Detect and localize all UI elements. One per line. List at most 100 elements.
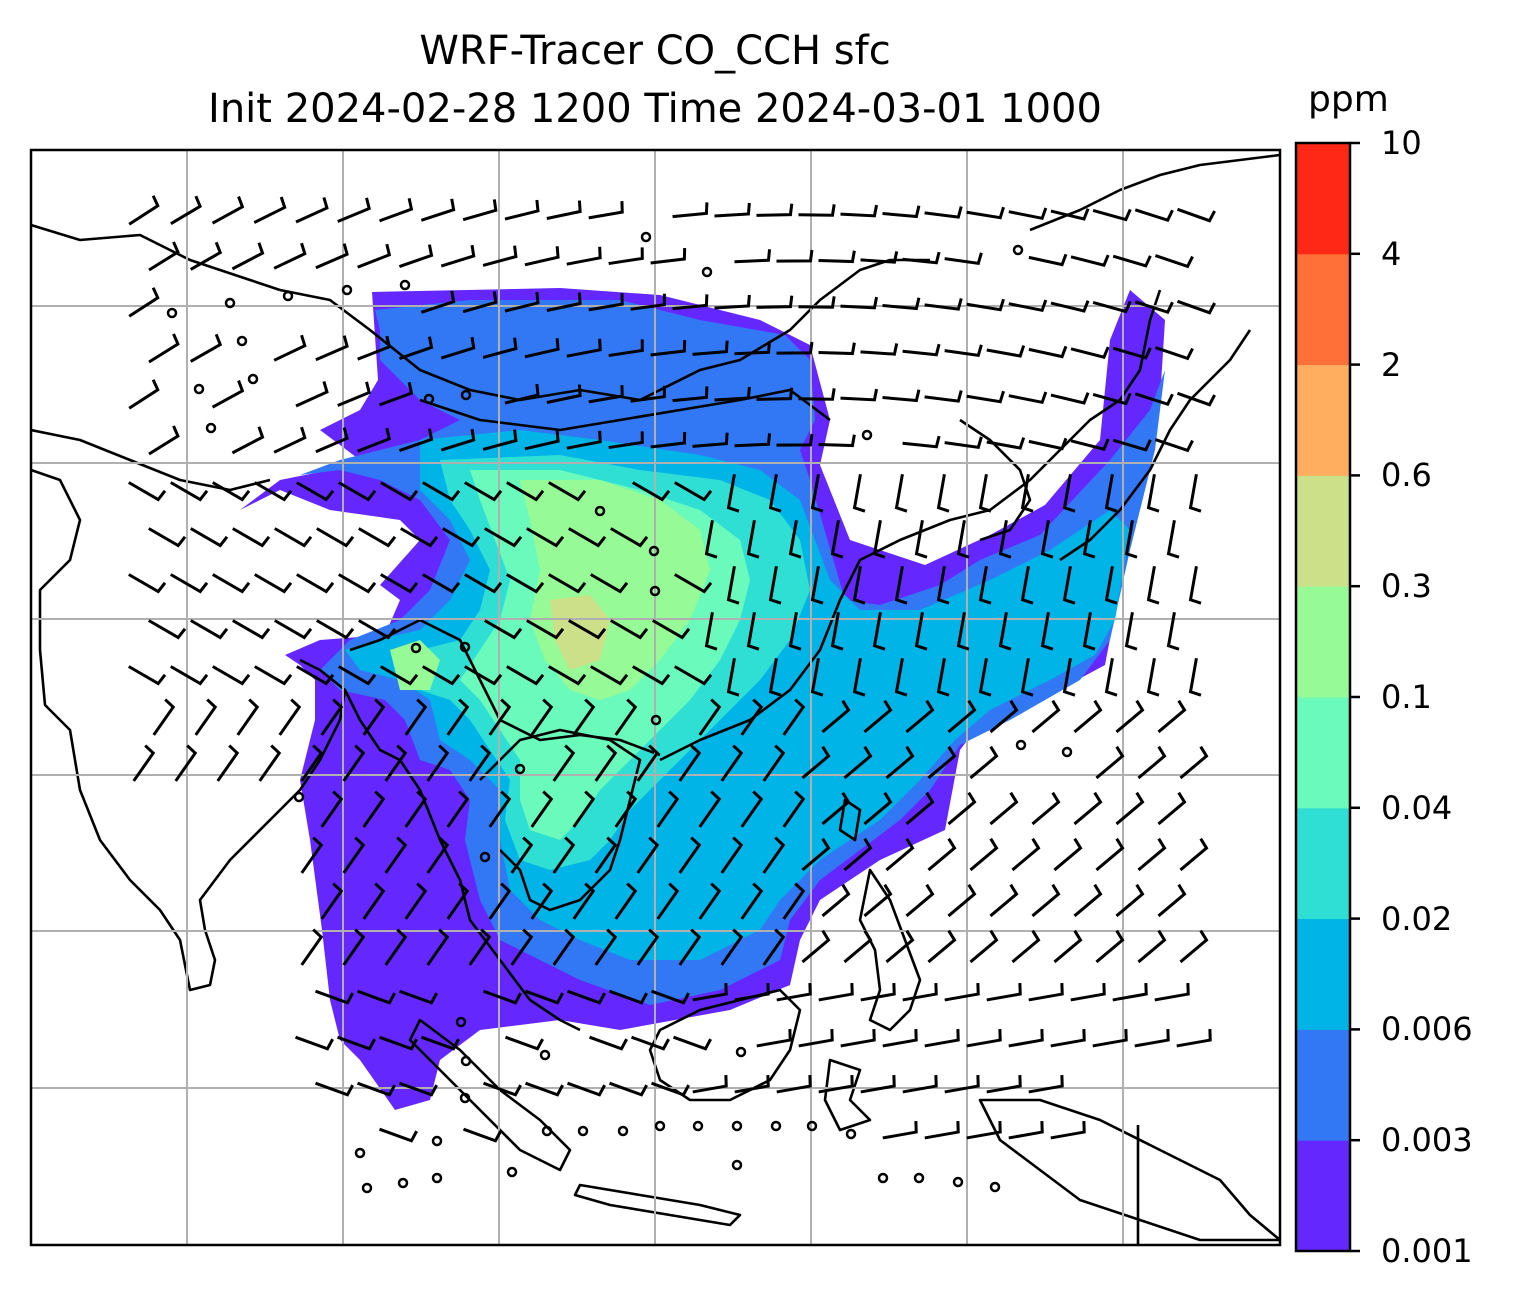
wind-barb [714, 294, 751, 310]
wind-barb [818, 434, 856, 448]
coastline-sulawesi [823, 1058, 872, 1132]
wind-barb [128, 665, 167, 686]
calm-wind-marker [1012, 244, 1024, 256]
wind-barb [170, 481, 209, 502]
wind-barb [273, 242, 307, 270]
wind-barb [510, 928, 534, 966]
coastline-borneo [648, 988, 802, 1102]
coastlines [31, 153, 1280, 1245]
wind-barb [1092, 300, 1132, 314]
wind-barb [863, 791, 893, 826]
calm-wind-marker [845, 1128, 857, 1140]
wind-barb [956, 611, 970, 651]
wind-barb [174, 744, 198, 782]
wind-barb [885, 745, 915, 780]
wind-barb [442, 527, 481, 548]
calm-wind-marker [1015, 739, 1027, 751]
wind-barb [254, 665, 293, 686]
wind-barb [1092, 1029, 1128, 1048]
calm-wind-marker [205, 422, 217, 434]
calm-wind-marker [701, 266, 713, 278]
wind-barb [253, 196, 287, 224]
wind-barb [440, 244, 476, 268]
wind-barb [678, 928, 702, 966]
wind-barb [894, 473, 908, 513]
wind-barb [1134, 208, 1174, 222]
wind-barb [776, 1075, 812, 1094]
wind-barb [462, 291, 498, 314]
wind-barb [1028, 1075, 1064, 1094]
calm-wind-marker [459, 1092, 471, 1104]
wind-barb [506, 665, 545, 686]
wind-barb [914, 519, 928, 559]
wind-barb [986, 437, 1026, 450]
wind-barb [608, 431, 644, 450]
wind-barb [524, 338, 560, 359]
wind-barbs [128, 195, 1216, 1194]
wind-barb [818, 342, 856, 356]
border-central-asia [31, 223, 281, 492]
wind-barb [936, 565, 950, 605]
wind-barb [902, 435, 941, 449]
wind-barb [190, 619, 229, 640]
calm-wind-marker [247, 373, 259, 385]
wind-barb [588, 201, 624, 220]
wind-barb [546, 384, 582, 404]
wind-barb [1020, 565, 1034, 605]
wind-barb [714, 202, 751, 218]
wind-barb [798, 1029, 834, 1048]
coastline-sumatra [408, 1018, 572, 1172]
wind-barb [966, 1029, 1002, 1048]
wind-barb [782, 698, 806, 736]
wind-barb [674, 481, 713, 502]
wind-barb [1112, 346, 1152, 360]
wind-barb [674, 573, 713, 594]
wind-barb [1011, 929, 1041, 964]
calm-wind-marker [460, 389, 472, 401]
wind-barb [882, 205, 921, 219]
calm-wind-marker [877, 1172, 889, 1184]
calm-wind-marker [692, 1120, 704, 1132]
wind-barb [821, 791, 851, 826]
wind-barb [1176, 1029, 1212, 1048]
wind-barb [314, 989, 354, 1005]
wind-barb [914, 611, 928, 651]
wind-barb [552, 928, 576, 966]
wind-barb [552, 744, 576, 782]
wind-barb [720, 928, 744, 966]
wind-barb [1176, 391, 1216, 407]
wind-barb [756, 295, 794, 309]
wind-barb [446, 698, 470, 736]
wind-barb [1095, 929, 1125, 964]
wind-barb [882, 1029, 918, 1048]
wind-barb [566, 1081, 606, 1097]
wind-barb [273, 426, 307, 454]
calm-wind-marker [341, 284, 353, 296]
colorbar-unit-label: ppm [1308, 79, 1389, 120]
wind-barb [652, 619, 691, 640]
wind-barb [358, 527, 397, 548]
wind-barb [462, 1127, 502, 1143]
wind-barb [927, 929, 957, 964]
wind-barb [936, 657, 950, 697]
wind-barb [788, 519, 802, 559]
wind-barb [821, 699, 851, 734]
wind-barb [614, 882, 638, 920]
wind-barb [843, 929, 873, 964]
wind-barb [656, 882, 680, 920]
wind-barb [678, 744, 702, 782]
wind-barb [969, 837, 999, 872]
wind-barb [504, 383, 540, 405]
wind-barb [734, 249, 772, 264]
wind-barb [422, 573, 461, 594]
wind-barb [863, 883, 893, 918]
wind-barb [426, 744, 450, 782]
wind-barb [236, 698, 260, 736]
wind-barb [1008, 1121, 1044, 1140]
wind-barb [128, 195, 160, 226]
calm-wind-marker [455, 1016, 467, 1028]
wind-barb [384, 744, 408, 782]
colorbar-segment [1296, 918, 1350, 1030]
wind-barb [698, 882, 722, 920]
wind-barb [295, 196, 329, 224]
